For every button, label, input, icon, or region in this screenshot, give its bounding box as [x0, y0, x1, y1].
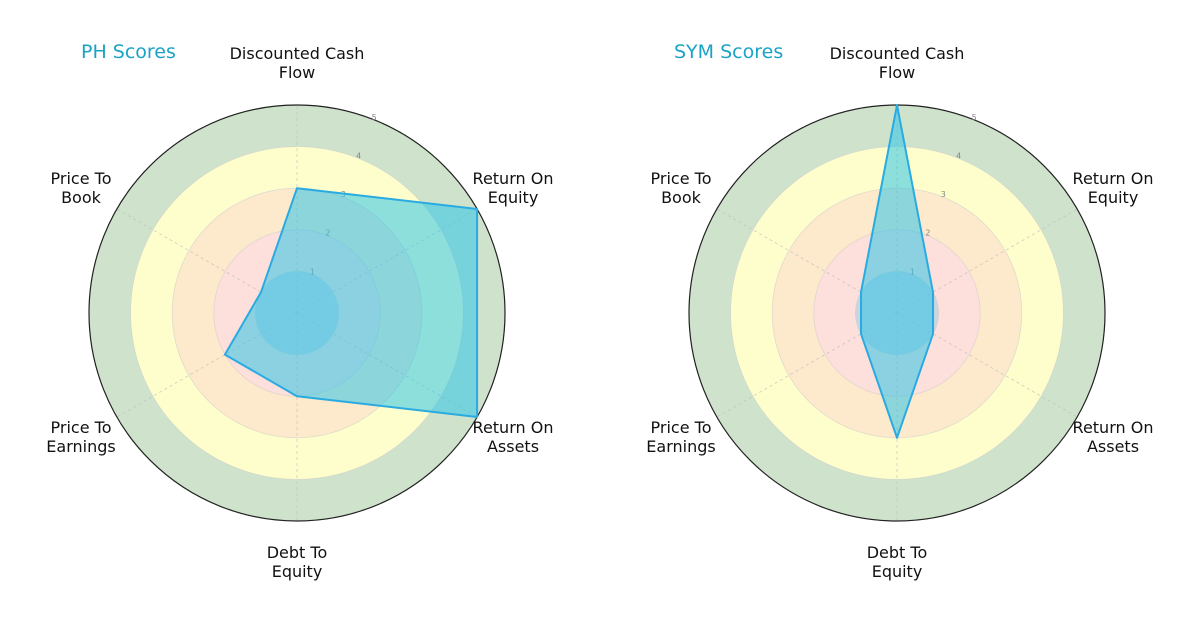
- sym-radar-plot: 12345: [688, 104, 1106, 522]
- ph-label-roe: Return On Equity: [472, 169, 554, 207]
- ph-label-dte: Debt To Equity: [266, 543, 328, 581]
- ph-radar-plot: 12345: [88, 104, 506, 522]
- score-polygon: [860, 104, 934, 439]
- sym-label-ptb: Price To Book: [650, 169, 712, 207]
- svg-text:4: 4: [356, 151, 361, 160]
- sym-label-dcf: Discounted Cash Flow: [829, 44, 965, 82]
- sym-label-roa: Return On Assets: [1072, 418, 1154, 456]
- sym-chart-title: SYM Scores: [674, 41, 784, 63]
- svg-text:3: 3: [941, 190, 946, 199]
- ph-label-roa: Return On Assets: [472, 418, 554, 456]
- ph-label-pte: Price To Earnings: [46, 418, 116, 456]
- ph-label-dcf: Discounted Cash Flow: [229, 44, 365, 82]
- sym-label-roe: Return On Equity: [1072, 169, 1154, 207]
- sym-label-pte: Price To Earnings: [646, 418, 716, 456]
- svg-text:5: 5: [372, 113, 377, 122]
- svg-text:4: 4: [956, 151, 961, 160]
- svg-text:5: 5: [972, 113, 977, 122]
- ph-chart-title: PH Scores: [81, 41, 176, 63]
- svg-text:2: 2: [925, 229, 930, 238]
- sym-label-dte: Debt To Equity: [866, 543, 928, 581]
- score-polygon: [223, 187, 479, 418]
- ph-label-ptb: Price To Book: [50, 169, 112, 207]
